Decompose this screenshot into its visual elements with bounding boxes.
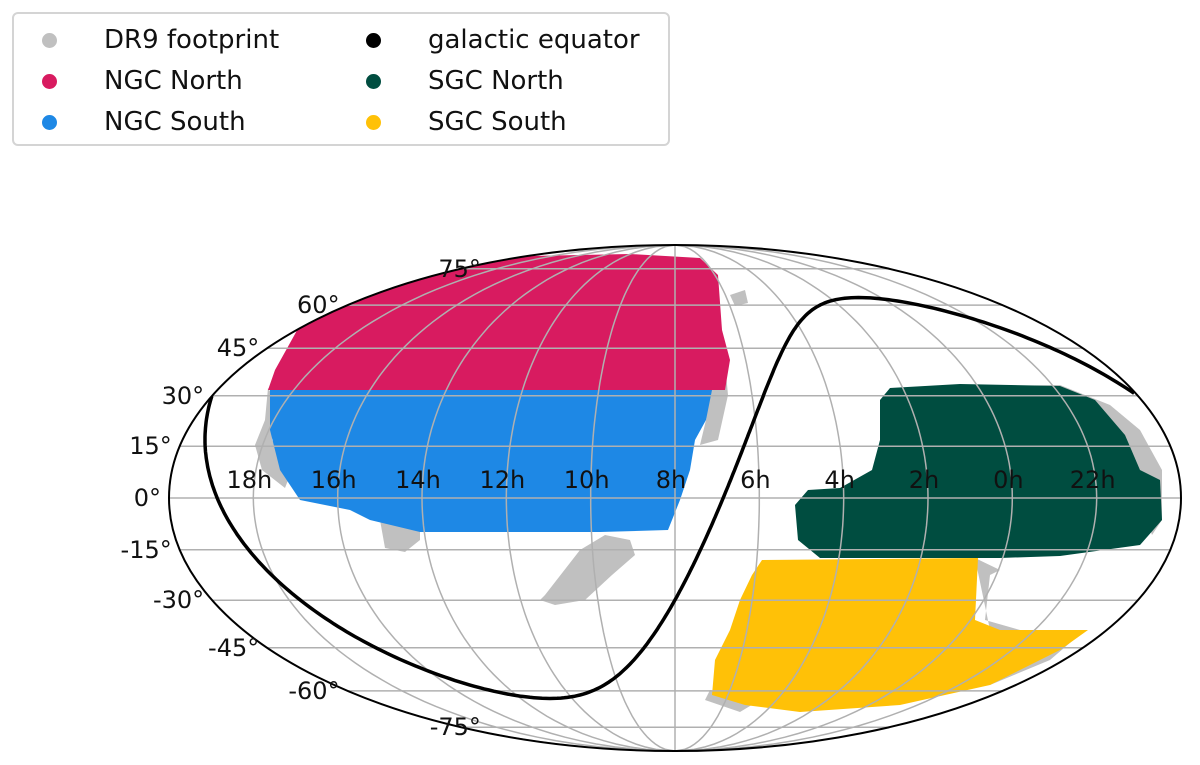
graticule xyxy=(169,245,1181,751)
legend-label: NGC South xyxy=(104,107,246,137)
legend-marker-icon xyxy=(42,114,57,130)
ra-tick-label: 4h xyxy=(824,466,854,494)
dec-tick-label: 75° xyxy=(438,255,481,283)
ra-gridline xyxy=(505,245,676,751)
ra-gridline xyxy=(336,245,676,751)
ra-gridline xyxy=(674,245,1098,751)
ra-gridline xyxy=(589,245,676,751)
ra-gridline xyxy=(421,245,676,751)
dec-tick-label: -15° xyxy=(121,536,172,564)
dec-tick-label: 30° xyxy=(162,382,205,410)
dec-tick-label: 0° xyxy=(134,484,161,512)
legend-marker-icon xyxy=(42,32,57,48)
dec-tick-label: 15° xyxy=(129,432,172,460)
ra-gridline xyxy=(674,245,1014,751)
ngc-north-region xyxy=(268,254,730,390)
legend-label: galactic equator xyxy=(428,25,640,55)
legend-item: DR9 footprint xyxy=(42,20,279,60)
tick-labels: 18h 16h 14h 12h 10h 8h 6h 4h 2h 0h 22h 75° 60° 45° 30°… xyxy=(121,255,1116,741)
ra-tick-label: 14h xyxy=(395,466,441,494)
ra-tick-label: 8h xyxy=(656,466,686,494)
legend-item: galactic equator xyxy=(366,20,640,60)
legend-marker-icon xyxy=(366,114,381,130)
ra-tick-label: 10h xyxy=(564,466,610,494)
legend-marker-icon xyxy=(366,32,381,48)
ra-tick-label: 22h xyxy=(1070,466,1116,494)
dec-tick-label: -30° xyxy=(153,586,204,614)
legend-marker-icon xyxy=(42,73,57,89)
dr9-footprint-region xyxy=(730,290,748,306)
dec-tick-label: -60° xyxy=(288,677,339,705)
legend-item: SGC South xyxy=(366,102,567,142)
legend-label: SGC South xyxy=(428,107,567,137)
dec-tick-label: 60° xyxy=(297,291,340,319)
dec-tick-label: -45° xyxy=(208,634,259,662)
ra-tick-label: 2h xyxy=(909,466,939,494)
legend-item: NGC South xyxy=(42,102,246,142)
ra-gridline xyxy=(252,245,676,751)
legend-marker-icon xyxy=(366,73,381,89)
projection-boundary xyxy=(168,244,1182,752)
ra-tick-label: 12h xyxy=(479,466,525,494)
dr9-footprint-region xyxy=(540,535,635,605)
ra-tick-label: 16h xyxy=(311,466,357,494)
legend-label: SGC North xyxy=(428,66,564,96)
legend-item: SGC North xyxy=(366,61,564,101)
ra-tick-label: 0h xyxy=(993,466,1023,494)
ra-tick-label: 6h xyxy=(740,466,770,494)
legend-label: DR9 footprint xyxy=(104,25,280,55)
ra-tick-label: 18h xyxy=(226,466,272,494)
dec-tick-label: 45° xyxy=(217,334,260,362)
ra-gridline xyxy=(674,245,929,751)
ngc-south-region xyxy=(270,390,712,532)
ra-gridline xyxy=(674,245,761,751)
galactic-equator-line xyxy=(203,295,1136,701)
sgc-north-region xyxy=(795,384,1162,558)
legend-label: NGC North xyxy=(104,66,243,96)
footprint-regions xyxy=(255,254,1162,712)
legend-item: NGC North xyxy=(42,61,243,101)
sgc-south-region xyxy=(712,558,1088,712)
dec-tick-label: -75° xyxy=(430,713,481,741)
legend: DR9 footprint NGC North NGC South galactic … xyxy=(12,12,670,146)
ra-gridline xyxy=(674,245,845,751)
